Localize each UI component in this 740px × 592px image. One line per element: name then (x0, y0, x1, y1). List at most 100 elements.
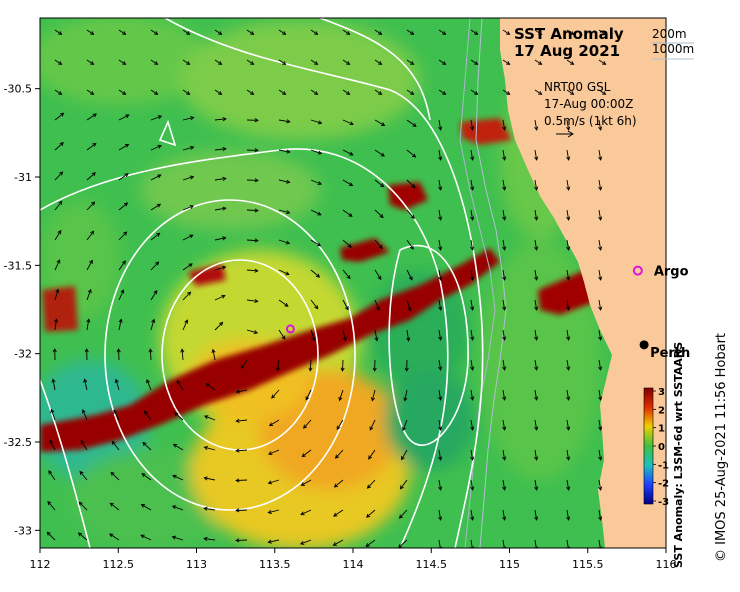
current-vector (278, 179, 290, 183)
current-vector (110, 502, 120, 511)
current-vector-head (300, 511, 305, 516)
current-vector (49, 440, 56, 451)
current-vector (278, 269, 290, 275)
current-vector (86, 201, 95, 211)
current-vector (150, 232, 160, 241)
current-vector-head (267, 509, 272, 514)
current-vector (204, 507, 216, 511)
current-vector (115, 379, 120, 391)
current-vector (278, 89, 286, 95)
current-vector-head (317, 181, 323, 185)
current-vector-head (285, 271, 290, 276)
current-vector (502, 389, 506, 400)
current-vector (566, 119, 570, 130)
current-vector-head (438, 276, 443, 281)
current-vector-head (275, 367, 281, 372)
current-vector-head (218, 91, 223, 95)
current-vector (404, 389, 408, 401)
current-vector-head (286, 149, 291, 154)
current-vector-head (438, 246, 443, 251)
current-vector (214, 266, 226, 271)
current-vector (46, 531, 56, 541)
current-vector-head (235, 478, 240, 483)
current-vector (342, 29, 350, 35)
current-vector-head (59, 142, 64, 147)
product-label: NRT00 GSL (544, 80, 611, 94)
current-vector (182, 205, 194, 211)
current-vector (236, 479, 248, 482)
current-vector (182, 89, 190, 95)
current-vector-head (566, 366, 571, 371)
current-vector-head (90, 230, 95, 235)
current-vector (182, 291, 191, 301)
current-vector (400, 479, 408, 490)
current-vector-head (122, 31, 127, 35)
current-vector-head (77, 532, 83, 537)
current-vector-head (317, 150, 323, 155)
current-vector (79, 471, 88, 481)
current-vector-head (211, 348, 216, 354)
current-vector (534, 119, 538, 130)
current-vector-head (286, 210, 291, 215)
current-vector-head (154, 91, 159, 95)
current-vector-head (315, 273, 321, 278)
current-vector-head (300, 482, 306, 486)
current-vector (406, 299, 411, 311)
current-vectors (46, 29, 607, 548)
current-vector-head (598, 366, 603, 371)
current-vector (502, 449, 506, 460)
current-vector (277, 359, 280, 371)
current-vector-head (570, 31, 575, 35)
current-vector (598, 179, 602, 190)
current-vector-head (268, 422, 274, 427)
current-vector-head (250, 91, 255, 95)
current-vector-head (54, 318, 59, 323)
current-vector (502, 269, 506, 280)
current-vector (118, 260, 126, 271)
y-tick-label: -33 (14, 524, 32, 537)
current-vector-head (470, 306, 475, 311)
current-vector (278, 329, 286, 340)
current-vector-head (285, 240, 291, 245)
current-vector (172, 475, 184, 481)
current-vector-head (366, 513, 371, 518)
current-vector (52, 379, 56, 391)
current-vector-head (474, 61, 479, 65)
colorbar-ticks: 3 2 1 0 -1 -2 -3 (653, 387, 669, 508)
current-vector-head (346, 274, 351, 280)
current-vector (214, 237, 226, 241)
current-vector (470, 29, 478, 35)
current-vector (54, 142, 64, 151)
current-vector (268, 479, 280, 484)
isobath-1000m (459, 18, 496, 548)
current-vector (566, 29, 574, 35)
current-vector (172, 536, 184, 541)
current-vector (438, 419, 442, 430)
current-vector-head (180, 348, 185, 353)
current-vector-head (566, 306, 571, 311)
current-vector-head (240, 364, 245, 369)
map-title: SST Anomaly (514, 25, 624, 43)
current-vector-head (502, 126, 507, 131)
current-vector-head (58, 61, 63, 65)
current-vector (598, 329, 602, 340)
current-vector-head (60, 112, 65, 117)
current-vector-head (254, 298, 259, 304)
current-vector-head (470, 516, 475, 521)
current-vector-head (109, 502, 114, 507)
current-vector-head (222, 206, 227, 211)
current-vector-head (566, 426, 571, 431)
current-vector (204, 538, 216, 541)
current-vector (301, 479, 312, 486)
current-vector (502, 89, 510, 95)
current-vector (342, 89, 350, 95)
current-vector (598, 299, 602, 310)
current-vector-head (176, 379, 181, 385)
current-vector-head (442, 61, 447, 65)
current-vector-head (598, 186, 603, 191)
current-vector-head (502, 486, 507, 491)
current-vector-head (344, 306, 349, 311)
current-vector-head (267, 539, 272, 544)
current-vector (342, 59, 350, 65)
current-vector (598, 59, 606, 65)
